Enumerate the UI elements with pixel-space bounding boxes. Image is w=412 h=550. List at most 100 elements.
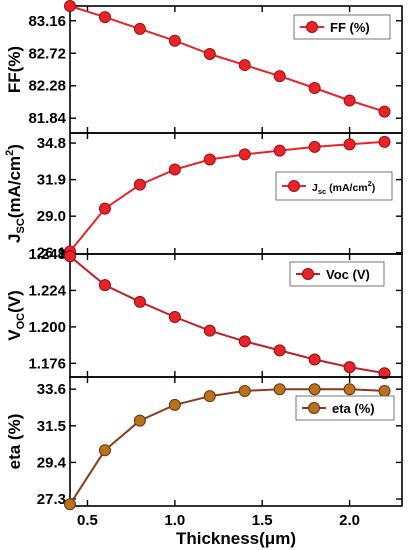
y-tick-label-eta: 31.5 xyxy=(37,418,66,435)
panel-voc: 1.176 1.200 1.224 1.248 VOC(V) Voc (V) xyxy=(5,246,403,380)
legend-marker-voc xyxy=(302,268,314,280)
legend-label-ff: FF (%) xyxy=(330,20,370,35)
y-label-unit: (mA/cm xyxy=(5,156,24,218)
data-point-voc xyxy=(378,367,391,380)
legend-voc: Voc (V) xyxy=(289,261,385,287)
data-point-jsc xyxy=(308,140,321,153)
legend-eta: eta (%) xyxy=(295,395,395,421)
data-point-voc xyxy=(343,361,356,374)
data-point-eta xyxy=(238,384,251,397)
data-point-eta xyxy=(343,383,356,396)
y-tick-label-jsc: 29.0 xyxy=(37,208,66,225)
series-line-voc xyxy=(69,255,385,375)
data-point-jsc xyxy=(168,163,181,176)
data-point-eta xyxy=(378,384,391,397)
x-tick-label: 0.5 xyxy=(77,512,98,529)
x-tick-label: 1.0 xyxy=(164,512,185,529)
legend-marker-eta xyxy=(308,402,320,414)
legend-label-jsc: Jsc (mA/cm2) xyxy=(312,179,375,196)
y-label-main: V xyxy=(5,329,24,341)
y-tick-label-voc: 1.248 xyxy=(28,246,66,263)
y-tick-label-jsc: 34.8 xyxy=(37,135,66,152)
data-point-eta xyxy=(203,390,216,403)
y-label-sub: SC xyxy=(15,218,27,233)
data-point-ff xyxy=(168,34,181,47)
series-line-jsc xyxy=(69,140,385,253)
legend-jsc: Jsc (mA/cm2) xyxy=(275,171,393,201)
x-axis-label: Thickness(μm) xyxy=(176,529,296,548)
y-tick-label-ff: 82.28 xyxy=(28,78,66,95)
y-tick-label-jsc: 31.9 xyxy=(37,172,66,189)
y-label-close: ) xyxy=(5,144,24,150)
series-line-ff xyxy=(69,5,385,113)
y-tick-label-eta: 29.4 xyxy=(37,454,67,471)
data-point-eta xyxy=(133,414,146,427)
legend-marker-jsc xyxy=(288,180,300,192)
data-point-ff xyxy=(64,0,76,12)
panel-frame-eta xyxy=(69,376,403,507)
data-point-ff xyxy=(203,47,216,60)
y-label-sub: OC xyxy=(15,313,27,330)
data-point-jsc xyxy=(98,202,111,215)
y-axis-label-voc: VOC(V) xyxy=(5,290,27,341)
x-tick-label: 1.5 xyxy=(252,512,273,529)
data-point-ff xyxy=(378,105,391,118)
y-label-main: J xyxy=(5,233,24,242)
legend-label-eta: eta (%) xyxy=(332,401,375,416)
y-label-sup: 2 xyxy=(4,150,16,156)
data-point-jsc xyxy=(203,153,216,166)
data-point-jsc xyxy=(238,148,251,161)
data-point-jsc xyxy=(343,138,356,151)
data-point-eta xyxy=(308,383,321,396)
data-point-voc xyxy=(273,344,286,357)
y-tick-label-voc: 1.176 xyxy=(28,355,66,372)
y-axis-label-eta: eta (%) xyxy=(5,414,24,470)
data-point-voc xyxy=(64,250,76,263)
legend-marker-ff xyxy=(306,21,318,33)
data-point-jsc xyxy=(378,135,391,148)
y-axis-label-jsc: JSC(mA/cm2) xyxy=(4,144,27,243)
y-tick-label-ff: 82.72 xyxy=(28,45,66,62)
data-point-ff xyxy=(133,22,146,35)
x-axis-label-main: Thickness( xyxy=(176,529,265,548)
data-point-ff xyxy=(98,11,111,24)
data-point-voc xyxy=(98,279,111,292)
data-point-eta xyxy=(273,383,286,396)
data-point-eta xyxy=(168,398,181,411)
data-point-voc xyxy=(238,335,251,348)
series-line-eta xyxy=(69,388,385,505)
legend-close: ) xyxy=(372,182,376,194)
data-point-voc xyxy=(308,353,321,366)
data-point-voc xyxy=(203,324,216,337)
legend-sup: 2 xyxy=(368,179,372,188)
legend-sub: sc xyxy=(318,187,326,196)
y-tick-label-ff: 81.84 xyxy=(28,110,66,127)
data-point-jsc xyxy=(273,144,286,157)
x-axis-label-close: ) xyxy=(290,529,296,548)
data-point-ff xyxy=(343,94,356,107)
data-point-ff xyxy=(308,81,321,94)
data-point-eta xyxy=(98,444,111,457)
y-tick-label-voc: 1.200 xyxy=(28,319,66,336)
y-label-unit: (V) xyxy=(5,290,24,313)
panel-eta: 27.3 29.4 31.5 33.6 eta (%) eta (%) xyxy=(5,376,403,511)
data-point-voc xyxy=(168,311,181,324)
y-tick-label-eta: 33.6 xyxy=(37,381,66,398)
x-axis-label-unit: μm xyxy=(265,529,291,548)
legend-main: J xyxy=(312,182,318,194)
y-tick-label-jsc: 26.1 xyxy=(37,245,66,262)
data-point-eta xyxy=(64,498,76,511)
y-tick-label-voc: 1.224 xyxy=(28,282,66,299)
y-tick-label-eta: 27.3 xyxy=(37,491,66,508)
y-axis-label-ff: FF(%) xyxy=(5,46,24,93)
legend-unit: (mA/cm xyxy=(326,182,367,194)
x-tick-label: 2.0 xyxy=(339,512,360,529)
y-tick-label-ff: 83.16 xyxy=(28,13,66,30)
data-point-voc xyxy=(133,295,146,308)
legend-ff: FF (%) xyxy=(293,14,391,40)
data-point-ff xyxy=(273,70,286,83)
